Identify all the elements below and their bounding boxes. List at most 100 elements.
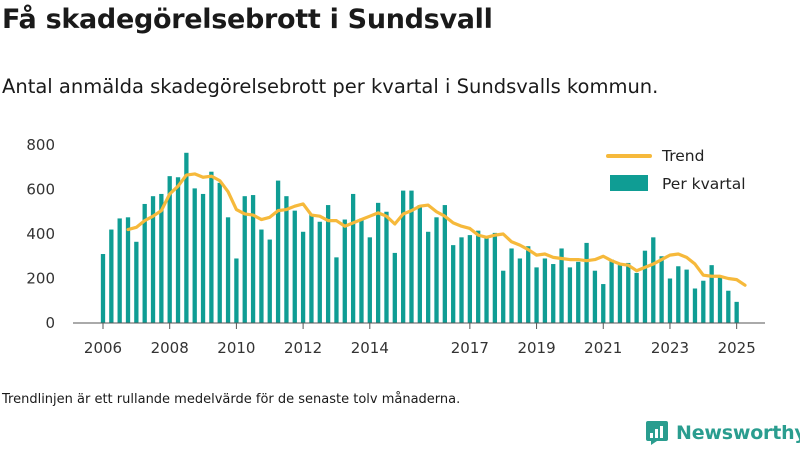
bar (659, 256, 664, 323)
bar (284, 196, 289, 323)
bar (234, 258, 239, 323)
bar (209, 171, 214, 323)
y-tick-label: 800 (26, 136, 55, 154)
bar (642, 250, 648, 323)
bar (359, 218, 364, 323)
bar (401, 190, 406, 323)
bar (426, 231, 431, 323)
bar (634, 272, 639, 323)
bar (542, 258, 548, 323)
y-axis: 0 200 400 600 800 (26, 136, 55, 332)
chart-subtitle: Antal anmälda skadegörelsebrott per kvar… (2, 75, 659, 98)
x-tick-label: 2008 (151, 339, 189, 357)
bar (159, 193, 164, 323)
bar (367, 237, 372, 323)
bar (167, 176, 172, 323)
legend-trend-label: Trend (661, 147, 704, 165)
bar (451, 245, 456, 324)
bar (317, 221, 322, 323)
x-tick-label: 2014 (351, 339, 389, 357)
bar (300, 231, 306, 323)
footnote: Trendlinjen är ett rullande medelvärde f… (2, 392, 461, 407)
bar (392, 252, 397, 323)
bar (667, 278, 673, 323)
bar (459, 237, 464, 323)
x-tick-label: 2019 (517, 339, 555, 357)
legend: Trend Per kvartal (597, 140, 779, 204)
bar (576, 261, 581, 323)
bar (350, 193, 356, 323)
bar (559, 248, 564, 323)
bar (309, 213, 314, 323)
chart-title: Få skadegörelsebrott i Sundsvall (2, 4, 493, 35)
bar (567, 267, 573, 324)
bar (534, 267, 539, 324)
x-tick-label: 2012 (284, 339, 322, 357)
bar (717, 277, 723, 323)
bar (651, 237, 656, 323)
bar (551, 264, 556, 323)
bar (134, 241, 139, 323)
bar (292, 210, 297, 323)
legend-bar-swatch (610, 175, 648, 191)
x-tick-label: 2006 (84, 339, 122, 357)
trend-series (126, 172, 747, 287)
bar (409, 190, 414, 323)
legend-bar-label: Per kvartal (662, 175, 746, 193)
bar-series (100, 152, 739, 324)
bar (617, 265, 623, 323)
y-tick-label: 0 (45, 314, 55, 332)
bar (250, 195, 256, 323)
bar (734, 301, 739, 323)
bar (484, 238, 489, 323)
trend-line (126, 172, 747, 287)
bar (184, 152, 189, 323)
bar (626, 262, 631, 323)
bar (476, 230, 481, 323)
bar (375, 202, 381, 323)
bar (501, 270, 506, 323)
x-tick-label: 2025 (718, 339, 756, 357)
brand-logo[interactable]: Newsworthy (645, 420, 800, 446)
bar (492, 232, 498, 323)
bar (217, 182, 222, 323)
bar (325, 205, 331, 323)
bar (175, 177, 181, 323)
bar (526, 246, 531, 323)
bar (609, 259, 614, 323)
bar (692, 288, 698, 323)
bar (509, 248, 514, 323)
x-tick-label: 2010 (217, 339, 255, 357)
y-tick-label: 400 (26, 225, 55, 243)
bar (417, 205, 422, 323)
x-tick-label: 2023 (651, 339, 689, 357)
x-axis: 2006 2008 2010 2012 2014 2017 2019 2021 2023 2025 (73, 322, 765, 357)
bar (726, 290, 731, 323)
bar (334, 257, 339, 323)
bar (442, 205, 447, 323)
x-tick-label: 2017 (451, 339, 489, 357)
bar (384, 211, 389, 323)
bar (676, 266, 681, 323)
bar (709, 265, 714, 323)
bar (142, 203, 147, 323)
bar (192, 188, 197, 323)
bar (225, 217, 231, 323)
bar (467, 235, 473, 323)
bar (601, 284, 606, 323)
bar (109, 229, 114, 323)
bar (200, 193, 206, 323)
bar (259, 229, 264, 323)
bar (592, 270, 598, 323)
bar (267, 239, 272, 323)
bar (342, 219, 347, 323)
bar (434, 217, 439, 323)
bar (517, 258, 523, 323)
bar (701, 280, 706, 323)
x-tick-label: 2021 (584, 339, 622, 357)
y-tick-label: 200 (26, 270, 55, 288)
bar (275, 180, 281, 323)
bar (242, 196, 247, 323)
bar (684, 269, 689, 323)
